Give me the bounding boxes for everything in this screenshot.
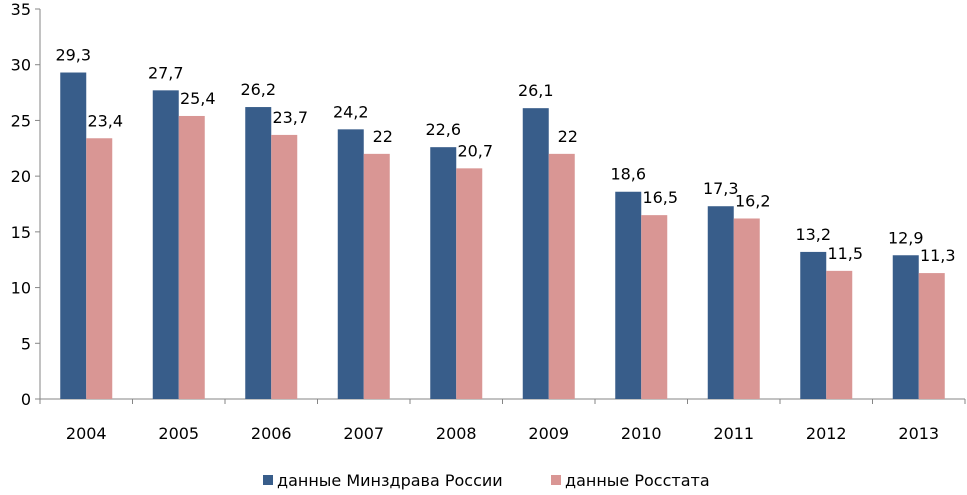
- data-label: 17,3: [703, 179, 739, 198]
- bar: [733, 218, 760, 399]
- y-tick-label: 15: [11, 223, 31, 242]
- legend-label: данные Росстата: [565, 471, 710, 490]
- data-label: 26,1: [518, 81, 554, 100]
- y-tick-label: 0: [21, 390, 31, 409]
- bar: [826, 270, 853, 399]
- x-axis: 2004 2005 2006 2007 2008 2009 2010 2011 2012 2013: [39, 398, 966, 443]
- bar: [800, 251, 827, 399]
- data-label: 29,3: [55, 46, 91, 65]
- x-tick-label: 2008: [436, 424, 477, 443]
- data-label: 16,5: [642, 188, 678, 207]
- y-axis: 0 5 10 15 20 25 30 35: [11, 0, 41, 409]
- bar: [430, 147, 457, 399]
- y-tick-label: 35: [11, 0, 31, 19]
- bars-group: [60, 72, 945, 400]
- y-tick-label: 30: [11, 56, 31, 75]
- bar: [522, 108, 549, 400]
- bar: [707, 206, 734, 399]
- x-tick-label: 2006: [251, 424, 292, 443]
- x-tick-label: 2012: [806, 424, 847, 443]
- bar: [615, 191, 642, 399]
- bar: [178, 115, 205, 399]
- data-label: 23,4: [87, 111, 123, 130]
- data-label: 24,2: [333, 102, 369, 121]
- bar: [456, 168, 483, 399]
- bar: [86, 138, 113, 399]
- data-label: 22: [558, 127, 578, 146]
- data-label: 27,7: [148, 63, 184, 82]
- x-tick-label: 2005: [158, 424, 199, 443]
- data-label: 11,5: [827, 244, 863, 263]
- bar: [641, 215, 668, 399]
- y-tick-label: 5: [21, 334, 31, 353]
- data-label: 11,3: [920, 246, 956, 265]
- legend: данные Минздрава России данные Росстата: [263, 471, 710, 490]
- data-label: 18,6: [610, 165, 646, 184]
- y-tick-label: 25: [11, 111, 31, 130]
- bar: [60, 72, 87, 399]
- data-label: 25,4: [180, 89, 216, 108]
- x-tick-label: 2004: [66, 424, 107, 443]
- x-tick-label: 2009: [528, 424, 569, 443]
- legend-swatch: [551, 475, 561, 485]
- bar: [337, 129, 364, 400]
- data-label: 20,7: [457, 141, 493, 160]
- bar: [918, 273, 945, 399]
- x-tick-label: 2011: [713, 424, 754, 443]
- bar: [152, 90, 179, 399]
- y-tick-label: 10: [11, 279, 31, 298]
- data-labels-group: 29,3 27,7 26,2 24,2 22,6 26,1 18,6 17,3 13,2 12,9…: [55, 46, 955, 266]
- x-tick-label: 2010: [621, 424, 662, 443]
- data-label: 26,2: [240, 80, 276, 99]
- data-label: 22,6: [425, 120, 461, 139]
- data-label: 16,2: [735, 191, 771, 210]
- legend-label: данные Минздрава России: [277, 471, 503, 490]
- bar: [363, 153, 390, 399]
- bar: [271, 134, 298, 399]
- y-tick-label: 20: [11, 167, 31, 186]
- data-label: 13,2: [795, 225, 831, 244]
- x-tick-label: 2007: [343, 424, 384, 443]
- bar: [892, 255, 919, 399]
- x-tick-label: 2013: [898, 424, 939, 443]
- bar: [548, 153, 575, 399]
- legend-swatch: [263, 475, 273, 485]
- bar: [245, 107, 272, 400]
- data-label: 23,7: [272, 108, 308, 127]
- data-label: 22: [373, 127, 393, 146]
- data-label: 12,9: [888, 228, 924, 247]
